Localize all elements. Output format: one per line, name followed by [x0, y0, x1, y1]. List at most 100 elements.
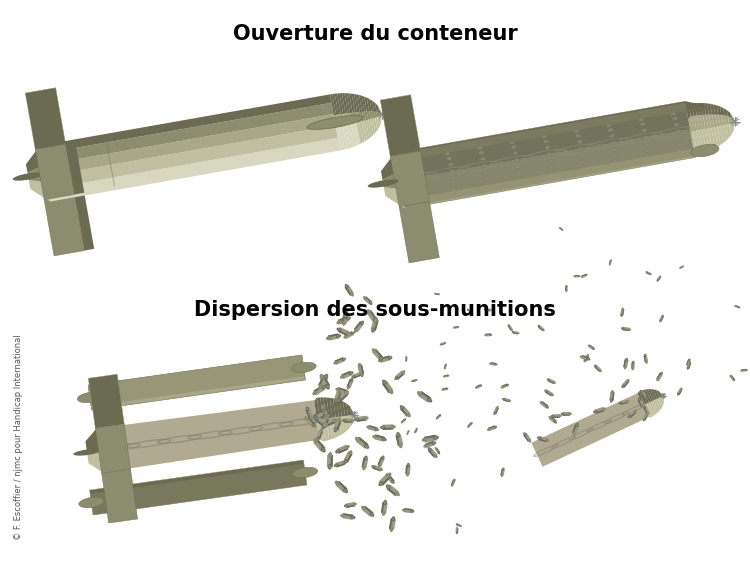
- Polygon shape: [343, 513, 353, 517]
- Polygon shape: [703, 115, 709, 129]
- Polygon shape: [646, 271, 651, 275]
- Ellipse shape: [680, 387, 682, 390]
- Polygon shape: [700, 103, 706, 115]
- Polygon shape: [697, 130, 703, 153]
- Polygon shape: [374, 434, 385, 442]
- Polygon shape: [647, 403, 655, 416]
- Ellipse shape: [580, 276, 583, 278]
- Polygon shape: [332, 418, 338, 438]
- Polygon shape: [323, 418, 336, 427]
- Ellipse shape: [657, 280, 658, 281]
- Ellipse shape: [670, 112, 676, 116]
- Ellipse shape: [325, 415, 328, 420]
- Ellipse shape: [361, 321, 363, 324]
- Ellipse shape: [391, 425, 396, 428]
- Polygon shape: [546, 305, 550, 309]
- Ellipse shape: [730, 375, 732, 377]
- Ellipse shape: [379, 468, 383, 471]
- Polygon shape: [717, 126, 723, 145]
- Ellipse shape: [578, 275, 580, 277]
- Ellipse shape: [380, 482, 382, 485]
- Polygon shape: [373, 118, 377, 133]
- Ellipse shape: [451, 188, 457, 192]
- Ellipse shape: [362, 465, 366, 470]
- Ellipse shape: [515, 180, 520, 184]
- Ellipse shape: [404, 419, 406, 420]
- Polygon shape: [356, 416, 367, 422]
- Polygon shape: [336, 126, 342, 150]
- Polygon shape: [381, 153, 398, 180]
- Ellipse shape: [456, 532, 458, 534]
- Polygon shape: [731, 375, 735, 380]
- Ellipse shape: [355, 436, 360, 442]
- Ellipse shape: [609, 264, 610, 265]
- Polygon shape: [360, 112, 364, 121]
- Ellipse shape: [659, 275, 661, 277]
- Ellipse shape: [528, 439, 531, 443]
- Ellipse shape: [338, 389, 341, 394]
- Polygon shape: [456, 523, 461, 527]
- Polygon shape: [435, 293, 439, 295]
- Ellipse shape: [394, 376, 398, 380]
- Polygon shape: [305, 409, 310, 419]
- Polygon shape: [346, 379, 351, 387]
- Polygon shape: [400, 129, 694, 207]
- Polygon shape: [372, 112, 375, 118]
- Ellipse shape: [637, 114, 642, 118]
- Polygon shape: [553, 416, 560, 418]
- Polygon shape: [609, 260, 612, 265]
- Polygon shape: [700, 115, 706, 130]
- Polygon shape: [86, 425, 103, 452]
- Ellipse shape: [438, 452, 440, 454]
- Ellipse shape: [382, 510, 386, 516]
- Ellipse shape: [337, 398, 341, 403]
- Polygon shape: [688, 363, 692, 369]
- Ellipse shape: [342, 419, 346, 422]
- Polygon shape: [367, 112, 370, 120]
- Polygon shape: [364, 112, 368, 120]
- Polygon shape: [594, 365, 602, 372]
- Polygon shape: [320, 375, 330, 388]
- Polygon shape: [344, 93, 350, 113]
- Polygon shape: [584, 355, 590, 362]
- Ellipse shape: [574, 129, 579, 133]
- Ellipse shape: [515, 165, 520, 169]
- Polygon shape: [95, 424, 130, 473]
- Ellipse shape: [640, 391, 642, 392]
- Polygon shape: [345, 416, 350, 431]
- Polygon shape: [508, 325, 512, 331]
- Ellipse shape: [411, 510, 414, 512]
- Ellipse shape: [566, 290, 567, 292]
- Polygon shape: [339, 416, 344, 435]
- Polygon shape: [367, 98, 372, 112]
- Ellipse shape: [383, 380, 386, 384]
- Ellipse shape: [415, 432, 416, 433]
- Ellipse shape: [643, 419, 645, 422]
- Polygon shape: [305, 408, 314, 419]
- Polygon shape: [338, 481, 347, 490]
- Ellipse shape: [475, 387, 478, 389]
- Polygon shape: [538, 439, 548, 442]
- Polygon shape: [35, 144, 74, 200]
- Polygon shape: [356, 437, 368, 448]
- Ellipse shape: [646, 272, 647, 273]
- Ellipse shape: [610, 399, 613, 403]
- Ellipse shape: [381, 426, 384, 428]
- Ellipse shape: [337, 328, 341, 332]
- Ellipse shape: [307, 116, 363, 129]
- Polygon shape: [644, 415, 648, 420]
- Ellipse shape: [553, 382, 556, 384]
- Ellipse shape: [580, 160, 586, 164]
- Polygon shape: [401, 419, 406, 423]
- Polygon shape: [723, 125, 728, 141]
- Polygon shape: [639, 391, 647, 404]
- Ellipse shape: [344, 459, 347, 464]
- Ellipse shape: [319, 384, 322, 389]
- Ellipse shape: [576, 424, 578, 426]
- Ellipse shape: [322, 386, 326, 388]
- Polygon shape: [340, 125, 347, 149]
- Polygon shape: [451, 479, 456, 486]
- Ellipse shape: [538, 325, 540, 327]
- Polygon shape: [653, 400, 660, 412]
- Ellipse shape: [317, 438, 319, 440]
